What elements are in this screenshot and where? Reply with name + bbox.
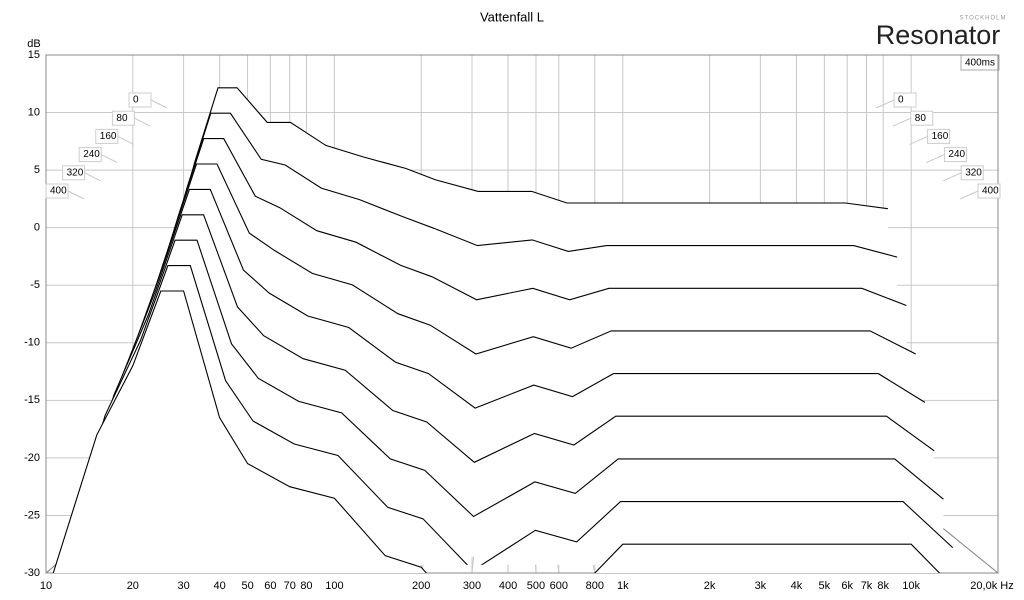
y-tick-label: 0 xyxy=(34,222,40,234)
x-tick-label: 40 xyxy=(214,580,226,592)
time-tick-box xyxy=(45,183,69,199)
x-tick-label: 2k xyxy=(704,580,716,592)
x-tick-label: 20,0k Hz xyxy=(970,580,1013,592)
x-tick-label: 7k xyxy=(861,580,873,592)
time-tick-box xyxy=(943,147,967,163)
y-tick-label: -15 xyxy=(24,394,40,406)
x-tick-label: 800 xyxy=(586,580,604,592)
x-tick-label: 60 xyxy=(264,580,276,592)
y-tick-label: 10 xyxy=(28,106,40,118)
slice-line xyxy=(83,188,926,541)
time-tick xyxy=(67,190,85,200)
time-tick-label: 0 xyxy=(898,95,904,106)
time-tick-box xyxy=(927,128,951,144)
time-tick-box xyxy=(95,128,119,144)
time-tick xyxy=(909,135,928,145)
y-tick-label: 15 xyxy=(28,49,40,61)
logo: Resonator xyxy=(876,20,1001,50)
time-tick-box xyxy=(62,165,86,181)
x-tick-label: 50 xyxy=(241,580,253,592)
time-tick-label: 80 xyxy=(116,113,128,124)
x-tick-label: 300 xyxy=(463,580,481,592)
x-tick-label: 6k xyxy=(841,580,853,592)
x-tick-label: 30 xyxy=(177,580,189,592)
slice-line xyxy=(102,138,907,513)
time-tick-label: 400 xyxy=(982,186,999,197)
time-tick-label: 320 xyxy=(965,167,982,178)
time-tick xyxy=(959,190,979,200)
slice-line xyxy=(67,239,944,557)
time-tick xyxy=(875,99,895,109)
y-axis-label: dB xyxy=(27,38,40,50)
x-tick-label: 200 xyxy=(412,580,430,592)
x-tick-label: 4k xyxy=(791,580,803,592)
time-tick-label: 0 xyxy=(133,95,139,106)
x-tick-label: 400 xyxy=(499,580,517,592)
time-tick xyxy=(84,172,101,182)
x-tick-label: 3k xyxy=(755,580,767,592)
time-tick-label: 160 xyxy=(100,131,117,142)
time-tick-label: 240 xyxy=(948,149,965,160)
time-label: 400ms xyxy=(965,58,995,69)
time-tick xyxy=(134,117,151,127)
x-tick-label: 600 xyxy=(550,580,568,592)
time-tick-label: 160 xyxy=(932,131,949,142)
time-tick-box xyxy=(960,165,984,181)
x-tick-label: 80 xyxy=(300,580,312,592)
y-tick-label: -5 xyxy=(30,279,40,291)
slice-line xyxy=(111,112,898,500)
time-tick xyxy=(150,99,168,109)
time-tick-box xyxy=(910,110,934,126)
slice-line xyxy=(75,214,935,549)
logo-subtitle: STOCKHOLM xyxy=(960,16,1007,22)
time-tick xyxy=(117,135,135,145)
slice-line xyxy=(52,290,941,573)
y-tick-label: -30 xyxy=(24,567,40,579)
slice-line xyxy=(60,265,954,565)
x-tick-label: 500 xyxy=(527,580,545,592)
x-tick-label: 70 xyxy=(284,580,296,592)
slice-line xyxy=(92,163,916,527)
time-tick-box xyxy=(977,183,1001,199)
y-tick-label: -20 xyxy=(24,452,40,464)
y-tick-label: -10 xyxy=(24,337,40,349)
time-tick-label: 80 xyxy=(915,113,927,124)
chart-title: Vattenfall L xyxy=(480,9,544,24)
time-tick-label: 400 xyxy=(50,186,67,197)
x-tick-label: 1k xyxy=(617,580,629,592)
x-tick-label: 8k xyxy=(877,580,889,592)
time-tick xyxy=(926,154,945,164)
time-tick xyxy=(892,117,912,127)
time-tick-box xyxy=(128,92,152,108)
y-tick-label: 5 xyxy=(34,164,40,176)
x-tick-label: 10k xyxy=(902,580,920,592)
time-tick-box xyxy=(111,110,135,126)
time-tick-box xyxy=(893,92,917,108)
slice-fill xyxy=(46,291,962,573)
time-tick-box xyxy=(78,147,102,163)
x-tick-label: 5k xyxy=(819,580,831,592)
time-tick-label: 320 xyxy=(67,167,84,178)
time-tick xyxy=(100,154,118,164)
x-tick-label: 100 xyxy=(325,580,343,592)
x-tick-label: 10 xyxy=(40,580,52,592)
y-tick-label: -25 xyxy=(24,509,40,521)
time-tick-label: 240 xyxy=(83,149,100,160)
time-tick xyxy=(942,172,962,182)
slice-line xyxy=(121,87,888,486)
x-tick-label: 20 xyxy=(127,580,139,592)
